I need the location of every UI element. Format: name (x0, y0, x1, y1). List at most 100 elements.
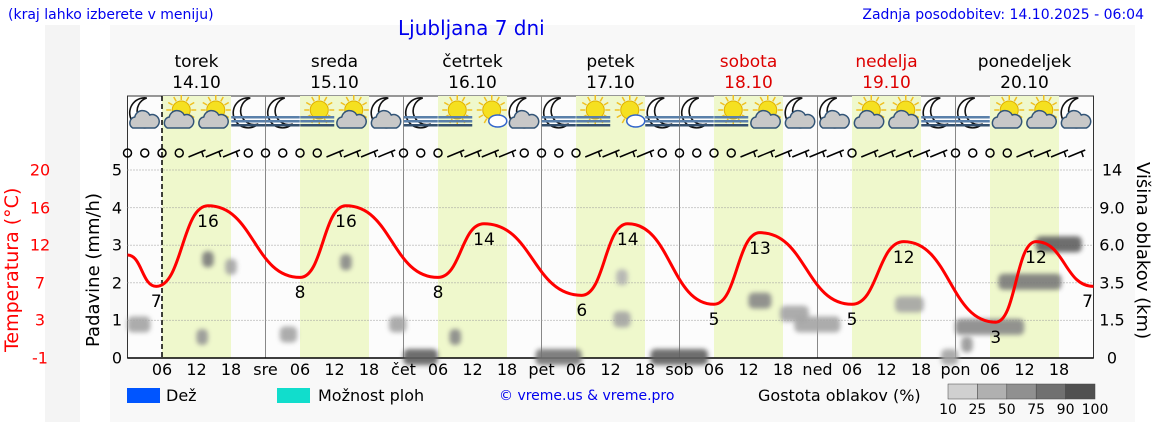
barb-shaft (895, 149, 914, 158)
sun-ray (892, 101, 898, 106)
left-panel (45, 25, 80, 422)
sun-cloud-icon (750, 95, 783, 129)
moon-fog-icon (541, 97, 576, 129)
barb-shaft (222, 149, 241, 158)
sun-ray (207, 96, 212, 102)
wind-calm-icon (398, 148, 409, 158)
day-date: 18.10 (724, 73, 773, 93)
barb-feather (614, 150, 619, 158)
fog-line (300, 124, 335, 127)
cloud (198, 109, 229, 129)
x-hour-label: 18 (220, 360, 242, 379)
barb-feather (787, 150, 791, 158)
wind-calm-icon (554, 148, 564, 158)
x-hour-label: 12 (876, 360, 897, 379)
daylight-band (714, 96, 783, 358)
sun-ray (305, 101, 311, 106)
x-hour-label: 12 (600, 360, 621, 379)
cloud-density-patch (1035, 236, 1082, 253)
barb-feather (804, 150, 808, 158)
temp-value-label: 8 (294, 283, 306, 304)
wind-calm-icon (157, 148, 167, 158)
fog-line (714, 120, 749, 123)
cloud-density-patch (650, 349, 708, 365)
sun-ray (863, 96, 867, 102)
sun-ray (634, 96, 638, 102)
sun-ray (311, 96, 315, 102)
fog-line (403, 124, 438, 127)
sun-ray (224, 101, 230, 106)
sun-ray (776, 101, 782, 106)
sun-ray (483, 118, 488, 124)
cloud-height-tick: 9.0 (1099, 198, 1125, 218)
temp-value-label: 12 (1025, 247, 1047, 268)
sun-ray (185, 96, 190, 102)
wind-barb-icon (602, 149, 620, 158)
barb-feather (649, 150, 653, 158)
sun-ray (465, 101, 471, 106)
temp-value-label: 16 (335, 211, 357, 232)
cloud-density-patch (998, 273, 1062, 290)
barb-feather (1028, 150, 1033, 158)
barb-shaft (481, 149, 500, 158)
fog-line (403, 120, 438, 123)
cloud-density-patch (535, 349, 582, 365)
barb-feather (1080, 150, 1084, 158)
sun-ray (340, 101, 346, 106)
fog-line (921, 120, 956, 123)
fog-line (300, 116, 335, 119)
sun-ray (202, 101, 208, 106)
wind-calm-icon (122, 148, 133, 158)
sun-small-cloud-icon (614, 95, 646, 128)
density-step-label: 50 (997, 402, 1016, 418)
barb-feather (200, 150, 205, 158)
credit-link[interactable]: © vreme.us & vreme.pro (499, 388, 675, 404)
wind-barb-icon (826, 149, 845, 158)
sun-ray (478, 114, 484, 119)
sun-ray (754, 101, 760, 106)
wind-barb-icon (791, 149, 810, 158)
x-hour-label: 06 (151, 360, 173, 379)
cloud-axis-label: Višina oblakov (km) (1132, 162, 1152, 340)
precip-tick: 0 (111, 348, 123, 368)
barb-shaft (860, 149, 879, 158)
barb-shaft (343, 149, 362, 158)
wind-barb-icon (205, 149, 224, 158)
sun-ray (483, 96, 488, 102)
wind-barb-icon (912, 149, 931, 158)
sun-ray (1052, 101, 1058, 106)
barb-shaft (602, 149, 620, 158)
wind-calm-icon (536, 148, 547, 158)
sun-ray (603, 101, 609, 106)
sun-ray (737, 96, 742, 102)
moon-cloud-icon (1060, 97, 1092, 129)
wind-barb-icon (377, 149, 396, 158)
x-hour-label: 06 (427, 360, 449, 379)
barb-shaft (740, 149, 758, 158)
sun-ray (616, 101, 622, 106)
sun-ray (599, 96, 604, 102)
temp-tick: -1 (32, 348, 48, 368)
x-hour-label: 18 (772, 360, 794, 379)
wind-calm-icon (968, 148, 978, 158)
wind-calm-icon (174, 148, 184, 158)
last-updated: Zadnja posodobitev: 14.10.2025 - 06:04 (862, 7, 1144, 23)
wind-calm-icon (657, 148, 667, 158)
fog-line (300, 120, 335, 123)
day-name: sobota (719, 52, 778, 72)
location-hint[interactable]: (kraj lahko izberete v meniju) (8, 7, 214, 23)
barb-shaft (498, 149, 517, 158)
day-date: 16.10 (448, 73, 497, 93)
wind-calm-icon (709, 148, 719, 158)
fog-line (576, 124, 611, 127)
day-name: nedelja (855, 52, 918, 72)
density-swatch (977, 383, 1008, 400)
moon-cloud-icon (784, 97, 816, 129)
wind-calm-icon (433, 148, 443, 158)
barb-shaft (360, 149, 379, 158)
sun-ray (1048, 96, 1052, 102)
barb-feather (839, 150, 843, 158)
cloud-density-patch (279, 326, 298, 343)
barb-shaft (584, 149, 603, 158)
